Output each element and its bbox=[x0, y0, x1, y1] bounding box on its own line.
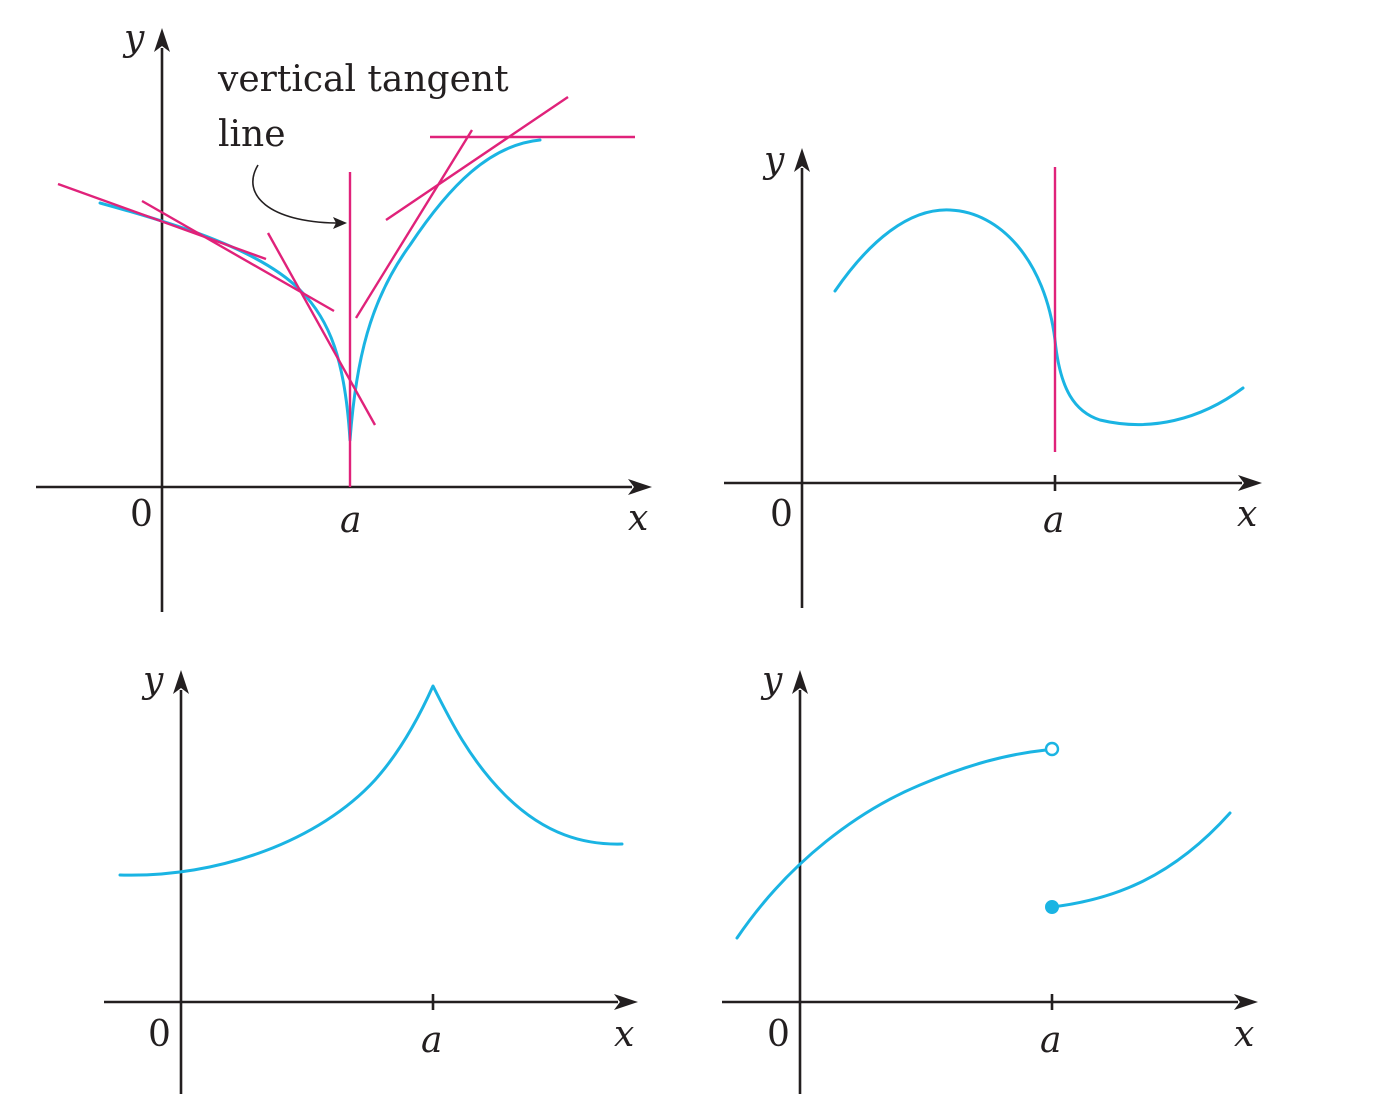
a-label: a bbox=[1043, 500, 1064, 541]
origin-label: 0 bbox=[770, 494, 793, 535]
origin-label: 0 bbox=[148, 1014, 171, 1055]
x-axis-arrowhead bbox=[1238, 475, 1262, 491]
tangent-line bbox=[57, 182, 267, 261]
open-endpoint-dot bbox=[1044, 741, 1060, 757]
tangent-line bbox=[354, 129, 474, 319]
x-axis-arrowhead bbox=[1234, 994, 1258, 1010]
filled-endpoint-dot bbox=[1045, 900, 1059, 914]
x-axis-label: x bbox=[1234, 1014, 1254, 1055]
y-axis-label: y bbox=[760, 660, 783, 701]
panel-bottom-right: y x 0 a bbox=[722, 660, 1258, 1094]
curve bbox=[833, 208, 1245, 427]
y-axis-label: y bbox=[122, 18, 145, 59]
panel-top-left: vertical tangent line y x 0 a bbox=[36, 18, 652, 612]
tangent-line bbox=[266, 232, 377, 426]
x-axis-label: x bbox=[628, 498, 648, 539]
callout-arrowhead bbox=[333, 217, 347, 229]
x-axis-label: x bbox=[614, 1014, 634, 1055]
origin-label: 0 bbox=[130, 494, 153, 535]
curve-right-piece bbox=[1050, 811, 1232, 909]
origin-label: 0 bbox=[767, 1014, 790, 1055]
curve bbox=[118, 684, 624, 877]
y-axis-label: y bbox=[762, 140, 785, 181]
panel-bottom-left: y x 0 a bbox=[104, 660, 638, 1094]
y-axis-arrowhead bbox=[173, 670, 189, 694]
tangent-line bbox=[385, 96, 569, 221]
curve-left-piece bbox=[735, 748, 1048, 940]
annotation-line-1: vertical tangent bbox=[217, 59, 509, 100]
curve bbox=[98, 138, 542, 442]
panel-top-right: y x 0 a bbox=[724, 140, 1262, 608]
y-axis-arrowhead bbox=[154, 28, 170, 52]
a-label: a bbox=[421, 1020, 442, 1061]
a-label: a bbox=[1040, 1020, 1061, 1061]
y-axis-arrowhead bbox=[792, 670, 808, 694]
a-label: a bbox=[340, 500, 361, 541]
x-axis-arrowhead bbox=[614, 994, 638, 1010]
callout-arrow bbox=[252, 164, 337, 224]
x-axis-label: x bbox=[1237, 494, 1257, 535]
y-axis-arrowhead bbox=[794, 148, 810, 172]
x-axis-arrowhead bbox=[628, 479, 652, 495]
annotation-line-2: line bbox=[218, 114, 286, 155]
tangent-line bbox=[141, 199, 335, 313]
y-axis-label: y bbox=[141, 660, 164, 701]
